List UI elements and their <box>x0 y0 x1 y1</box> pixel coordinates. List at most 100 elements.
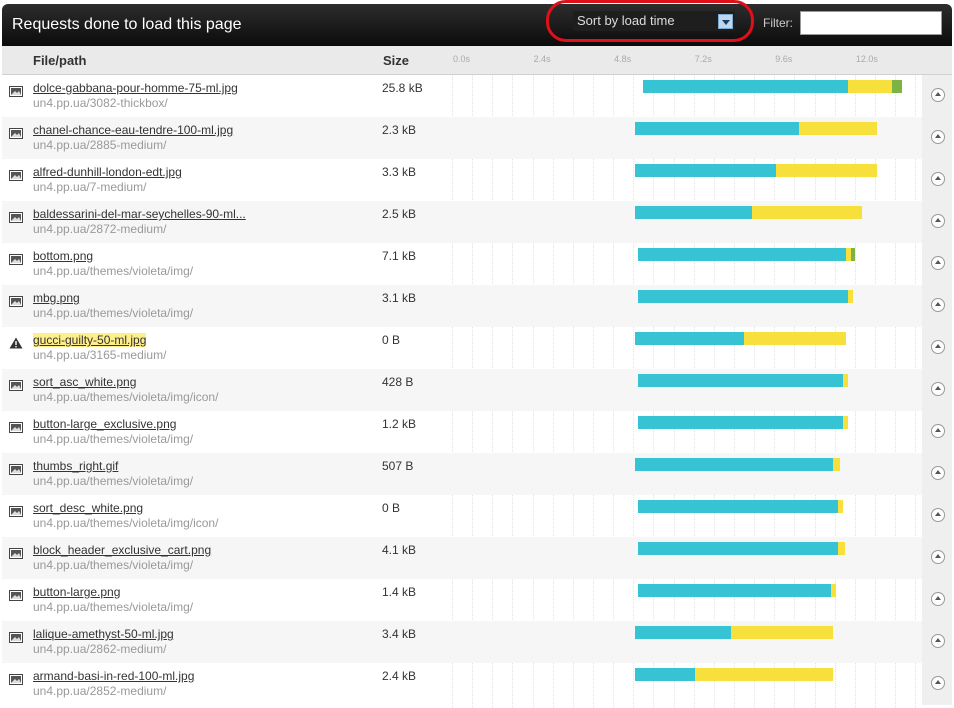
timing-bar[interactable] <box>638 416 849 429</box>
timeline-tick-label: 4.8s <box>614 54 632 64</box>
table-row[interactable]: lalique-amethyst-50-ml.jpg un4.pp.ua/2862… <box>2 621 952 663</box>
expand-details-icon[interactable] <box>931 382 945 396</box>
timing-bar[interactable] <box>634 164 877 177</box>
warning-icon <box>9 336 23 349</box>
table-row[interactable]: chanel-chance-eau-tendre-100-ml.jpg un4.p… <box>2 117 952 159</box>
file-name-link[interactable]: dolce-gabbana-pour-homme-75-ml.jpg <box>33 81 238 95</box>
table-row[interactable]: button-large.png un4.pp.ua/themes/violeta… <box>2 579 952 621</box>
expand-details-icon[interactable] <box>931 88 945 102</box>
timing-bar[interactable] <box>634 206 862 219</box>
expand-details-icon[interactable] <box>931 592 945 606</box>
file-name-link[interactable]: thumbs_right.gif <box>33 459 119 473</box>
timing-segment-wait <box>838 542 845 555</box>
timing-segment-connect <box>638 248 847 261</box>
timing-segment-wait <box>833 458 840 471</box>
table-row[interactable]: sort_desc_white.png un4.pp.ua/themes/viol… <box>2 495 952 537</box>
expand-details-icon[interactable] <box>931 298 945 312</box>
file-name-link[interactable]: lalique-amethyst-50-ml.jpg <box>33 627 174 641</box>
file-path-column-header[interactable]: File/path <box>33 53 87 68</box>
table-row[interactable]: sort_asc_white.png un4.pp.ua/themes/viole… <box>2 369 952 411</box>
timing-bar[interactable] <box>638 500 844 513</box>
timing-segment-receive <box>891 80 902 93</box>
table-row[interactable]: block_header_exclusive_cart.png un4.pp.ua… <box>2 537 952 579</box>
expand-details-icon[interactable] <box>931 172 945 186</box>
file-size: 7.1 kB <box>382 249 417 263</box>
sort-highlight-annotation <box>546 0 754 42</box>
timing-bar[interactable] <box>634 668 834 681</box>
timing-bar[interactable] <box>638 374 849 387</box>
timeline-tick-label: 0.0s <box>453 54 471 64</box>
timing-bar[interactable] <box>638 542 845 555</box>
expand-details-icon[interactable] <box>931 256 945 270</box>
file-path: un4.pp.ua/themes/violeta/img/icon/ <box>33 390 219 404</box>
timing-bar[interactable] <box>634 122 877 135</box>
table-row[interactable]: alfred-dunhill-london-edt.jpg un4.pp.ua/7… <box>2 159 952 201</box>
file-path: un4.pp.ua/2885-medium/ <box>33 138 167 152</box>
file-name-link[interactable]: gucci-guilty-50-ml.jpg <box>33 333 147 347</box>
timing-segment-wait <box>846 248 852 261</box>
timing-segment-connect <box>638 374 844 387</box>
image-icon <box>9 378 23 391</box>
timing-segment-connect <box>638 542 839 555</box>
timing-segment-wait <box>775 164 877 177</box>
expand-details-icon[interactable] <box>931 676 945 690</box>
file-name-link[interactable]: sort_asc_white.png <box>33 375 137 389</box>
table-row[interactable]: thumbs_right.gif un4.pp.ua/themes/violeta… <box>2 453 952 495</box>
table-row[interactable]: baldessarini-del-mar-seychelles-90-ml...… <box>2 201 952 243</box>
file-size: 4.1 kB <box>382 543 417 557</box>
chevron-down-icon[interactable] <box>718 14 733 29</box>
expand-details-icon[interactable] <box>931 424 945 438</box>
timing-segment-receive <box>851 248 855 261</box>
expand-details-icon[interactable] <box>931 550 945 564</box>
table-row[interactable]: armand-basi-in-red-100-ml.jpg un4.pp.ua/2… <box>2 663 952 705</box>
table-row[interactable]: dolce-gabbana-pour-homme-75-ml.jpg un4.pp… <box>2 75 952 117</box>
file-name-link[interactable]: alfred-dunhill-london-edt.jpg <box>33 165 182 179</box>
expand-details-icon[interactable] <box>931 340 945 354</box>
expand-details-icon[interactable] <box>931 508 945 522</box>
timing-bar[interactable] <box>634 458 840 471</box>
expand-details-icon[interactable] <box>931 634 945 648</box>
file-name-link[interactable]: bottom.png <box>33 249 94 263</box>
timing-bar[interactable] <box>643 80 902 93</box>
file-name-link[interactable]: block_header_exclusive_cart.png <box>33 543 212 557</box>
file-path: un4.pp.ua/2852-medium/ <box>33 684 167 698</box>
timing-segment-connect <box>638 584 832 597</box>
timing-bar[interactable] <box>634 332 847 345</box>
file-size: 507 B <box>382 459 414 473</box>
image-icon <box>9 168 23 181</box>
timing-bar[interactable] <box>638 584 837 597</box>
expand-details-icon[interactable] <box>931 214 945 228</box>
timing-bar[interactable] <box>638 248 855 261</box>
timing-segment-wait <box>799 122 877 135</box>
sort-select[interactable]: Sort by load time <box>573 11 735 31</box>
file-name-link[interactable]: button-large.png <box>33 585 121 599</box>
size-column-header[interactable]: Size <box>383 53 410 68</box>
timing-segment-connect <box>643 80 849 93</box>
table-row[interactable]: bottom.png un4.pp.ua/themes/violeta/img/7… <box>2 243 952 285</box>
timing-segment-connect <box>634 122 800 135</box>
timeline-tick-label: 9.6s <box>775 54 793 64</box>
file-name-link[interactable]: sort_desc_white.png <box>33 501 144 515</box>
file-path: un4.pp.ua/7-medium/ <box>33 180 147 194</box>
file-name-link[interactable]: baldessarini-del-mar-seychelles-90-ml... <box>33 207 246 221</box>
file-size: 3.1 kB <box>382 291 417 305</box>
file-name-link[interactable]: button-large_exclusive.png <box>33 417 177 431</box>
filter-input[interactable] <box>800 11 942 35</box>
file-path: un4.pp.ua/3165-medium/ <box>33 348 167 362</box>
expand-details-icon[interactable] <box>931 466 945 480</box>
table-row[interactable]: button-large_exclusive.png un4.pp.ua/them… <box>2 411 952 453</box>
file-name-link[interactable]: armand-basi-in-red-100-ml.jpg <box>33 669 195 683</box>
file-size: 1.4 kB <box>382 585 417 599</box>
table-row[interactable]: mbg.png un4.pp.ua/themes/violeta/img/3.1 … <box>2 285 952 327</box>
file-name-link[interactable]: mbg.png <box>33 291 80 305</box>
file-name-link[interactable]: chanel-chance-eau-tendre-100-ml.jpg <box>33 123 234 137</box>
filter-label: Filter: <box>763 16 793 30</box>
timing-segment-wait <box>848 290 854 303</box>
sort-select-label: Sort by load time <box>577 13 675 28</box>
table-row[interactable]: gucci-guilty-50-ml.jpg un4.pp.ua/3165-med… <box>2 327 952 369</box>
timing-bar[interactable] <box>634 626 834 639</box>
expand-details-icon[interactable] <box>931 130 945 144</box>
timing-bar[interactable] <box>638 290 854 303</box>
file-path: un4.pp.ua/2872-medium/ <box>33 222 167 236</box>
timing-segment-wait <box>730 626 834 639</box>
